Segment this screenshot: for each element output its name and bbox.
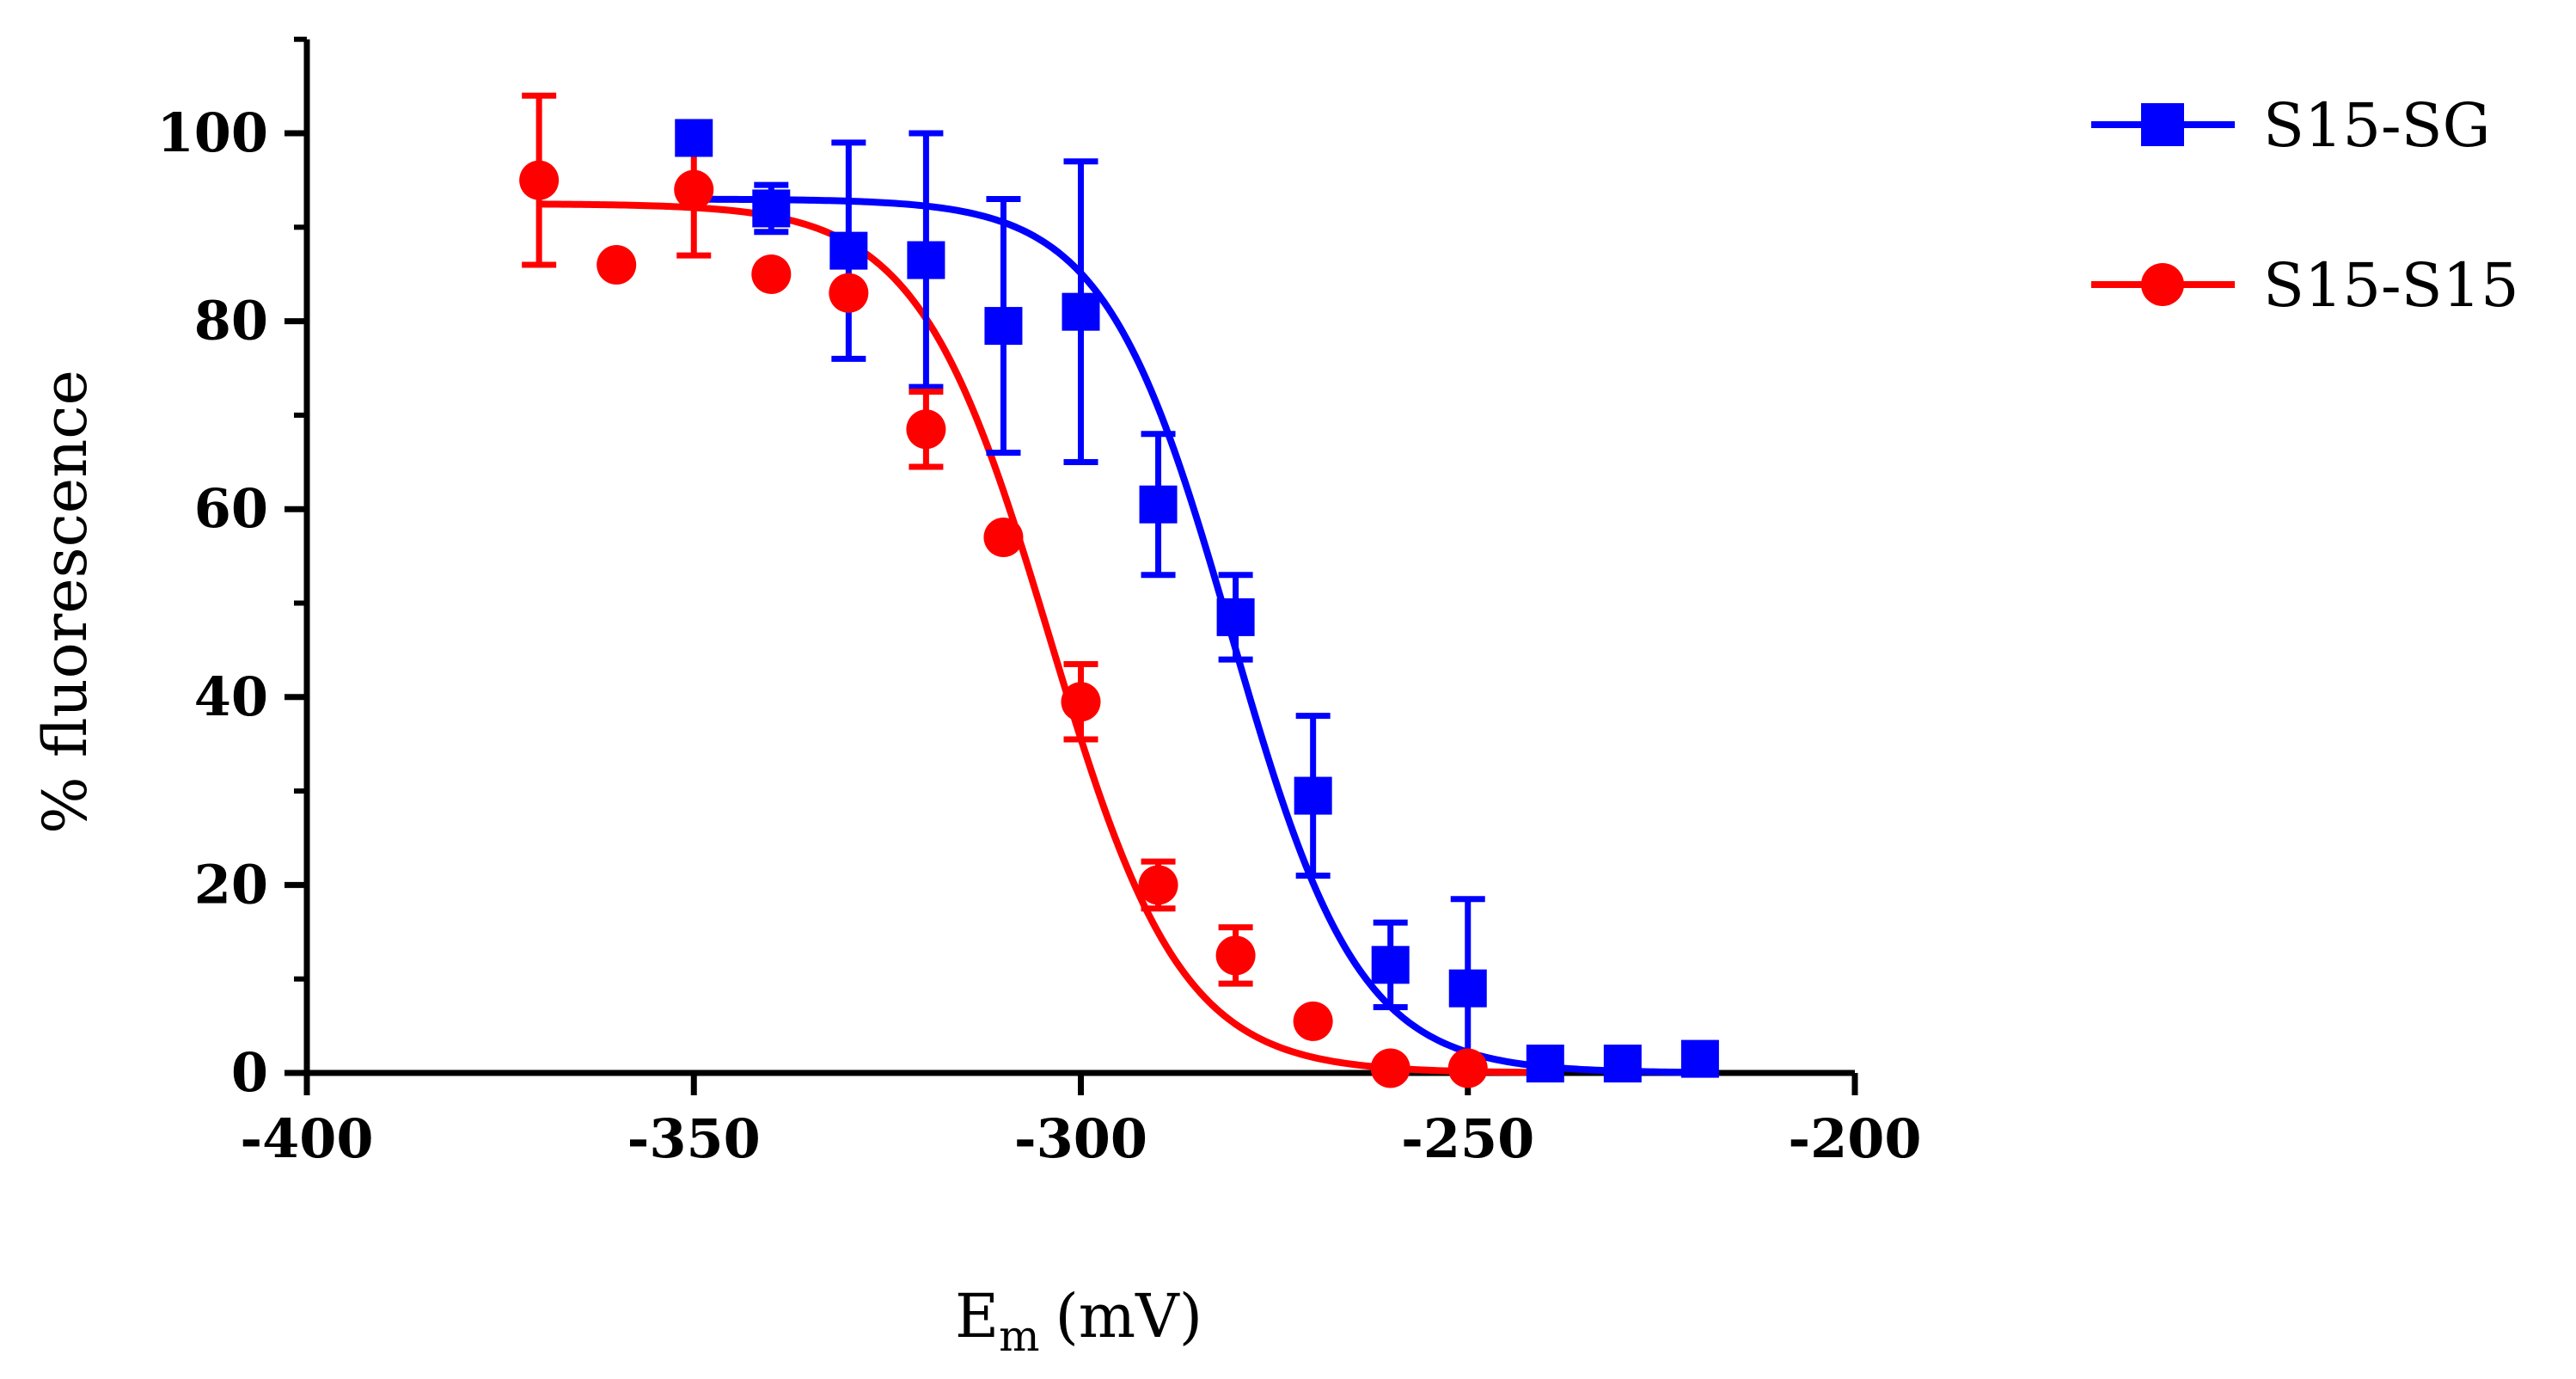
s15-s15-point: [1215, 935, 1256, 976]
legend-item-s15-sg: S15-SG: [2091, 90, 2491, 161]
s15-s15-point: [519, 160, 560, 200]
s15-sg-point: [1526, 1045, 1564, 1083]
y-tick-label: 40: [194, 665, 268, 728]
legend-marker: [2141, 103, 2184, 146]
s15-s15-point: [829, 273, 869, 313]
s15-s15-point: [906, 409, 946, 450]
s15-s15-point: [1061, 682, 1101, 722]
s15-s15-point: [597, 245, 637, 285]
s15-s15-point: [674, 169, 714, 210]
s15-sg-point: [752, 189, 791, 228]
error-bars-layer: [522, 92, 1485, 1073]
s15-sg-point: [1371, 946, 1410, 984]
legend: S15-SG S15-S15: [2091, 90, 2519, 321]
s15-sg-point: [1062, 292, 1100, 331]
y-tick-label: 100: [157, 101, 268, 164]
s15-sg-point: [984, 307, 1023, 346]
s15-s15-point: [1447, 1048, 1488, 1088]
legend-label: S15-SG: [2263, 90, 2491, 161]
x-tick-label: -300: [1014, 1107, 1147, 1170]
axes-layer: 0 20 40 60 80 100 -400 -350 -300 -250 -200: [157, 36, 1922, 1170]
s15-s15-point: [983, 517, 1024, 557]
y-axis-title: % fluorescence: [30, 370, 101, 834]
x-tick-label: -250: [1401, 1107, 1534, 1170]
s15-s15-point: [1138, 865, 1178, 905]
x-tick-label: -200: [1788, 1107, 1921, 1170]
legend-item-s15-s15: S15-S15: [2091, 250, 2519, 321]
s15-s15-point: [1370, 1048, 1410, 1088]
x-axis-title: Em (mV): [955, 1281, 1202, 1361]
y-tick-label: 80: [194, 290, 268, 352]
x-axis-title-subscript: m: [999, 1311, 1039, 1361]
x-axis-title-main: E: [955, 1281, 999, 1351]
s15-sg-point: [675, 119, 713, 157]
s15-sg-point: [1680, 1039, 1719, 1078]
points-layer: [519, 119, 1719, 1088]
legend-label: S15-S15: [2263, 250, 2519, 321]
x-tick-label: -400: [240, 1107, 373, 1170]
s15-sg-point: [829, 231, 868, 270]
legend-marker: [2141, 263, 2184, 306]
y-tick-label: 0: [231, 1041, 268, 1104]
s15-s15-point: [1293, 1001, 1333, 1041]
s15-sg-point: [1448, 969, 1487, 1008]
s15-sg-point: [1216, 598, 1255, 636]
x-axis-title-unit: (mV): [1055, 1281, 1202, 1351]
s15-sg-point: [1294, 776, 1332, 815]
s15-sg-fit-curve: [694, 195, 1700, 1076]
s15-sg-point: [1139, 485, 1178, 524]
x-tick-label: -350: [627, 1107, 761, 1170]
s15-sg-point: [907, 241, 945, 279]
y-tick-label: 20: [194, 853, 268, 916]
fit-curves-layer: [539, 195, 1700, 1076]
s15-sg-point: [1603, 1045, 1642, 1083]
s15-s15-fit-curve: [539, 200, 1545, 1076]
s15-s15-point: [751, 254, 792, 294]
y-tick-label: 60: [194, 477, 268, 540]
